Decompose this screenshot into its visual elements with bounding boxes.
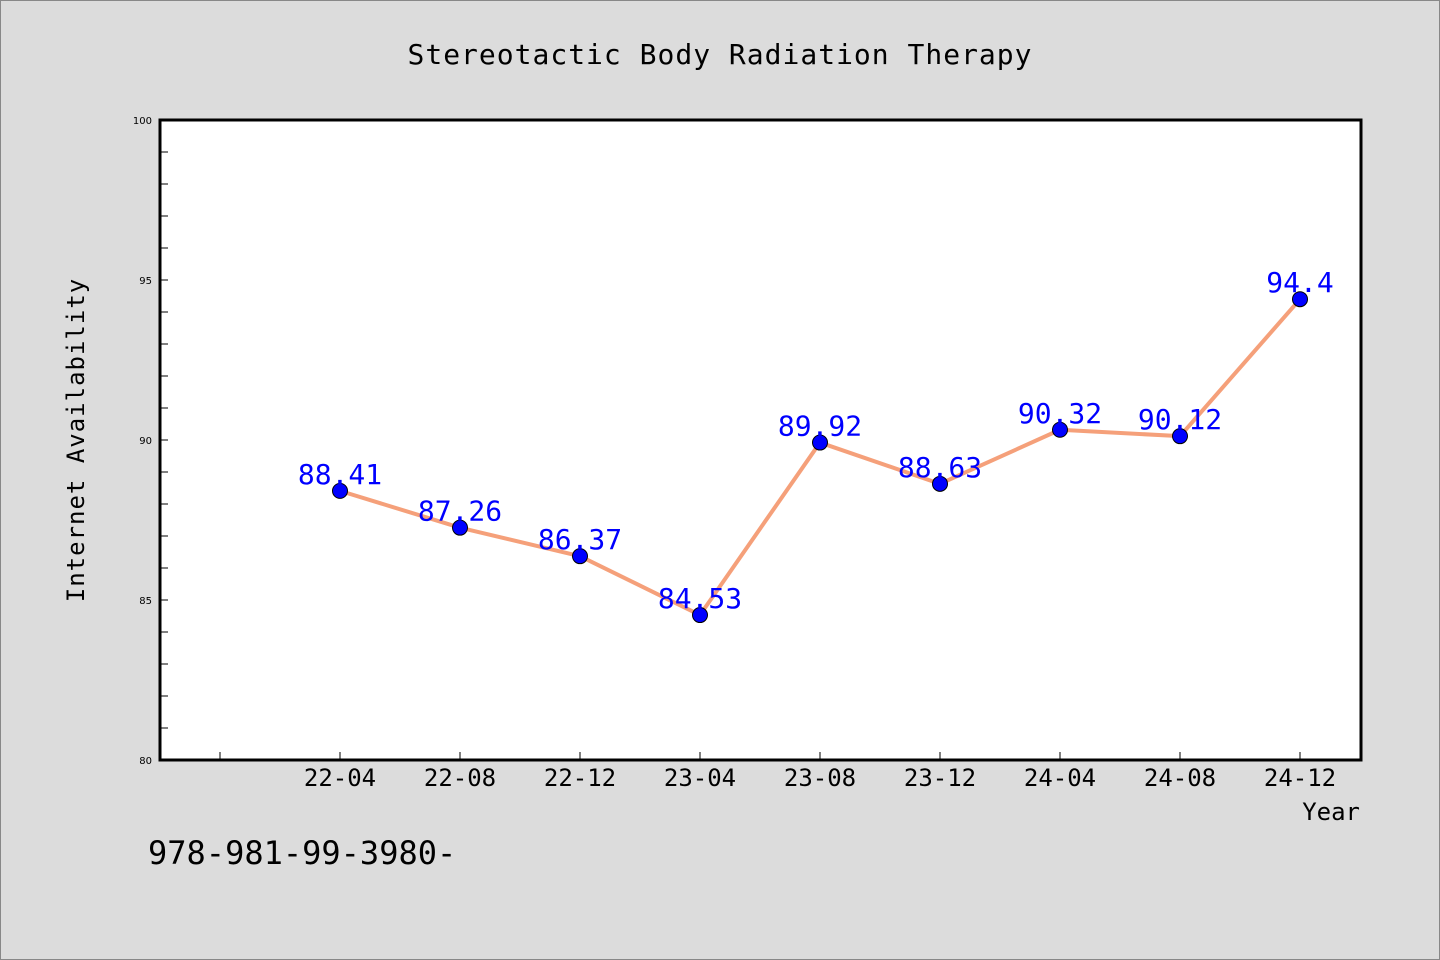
footer-code: 978-981-99-3980- (148, 834, 456, 872)
data-label: 89.92 (778, 410, 862, 443)
x-tick-label: 23-04 (664, 764, 736, 792)
y-tick-label: 100 (133, 116, 152, 127)
x-tick-label: 22-08 (424, 764, 496, 792)
y-axis: 80 85 90 95 100 (133, 116, 168, 767)
x-tick-label: 24-08 (1144, 764, 1216, 792)
x-axis-label: Year (1302, 798, 1360, 826)
x-tick-label: 23-08 (784, 764, 856, 792)
data-point (932, 475, 948, 492)
y-tick-label: 90 (139, 436, 152, 447)
x-axis: 22-04 22-08 22-12 23-04 23-08 23-12 24-04 24-08… (219, 752, 1336, 792)
y-axis-label: Internet Availability (62, 278, 90, 602)
x-tick-label: 22-12 (544, 764, 616, 792)
data-point (1172, 428, 1188, 445)
data-point (572, 548, 588, 565)
plot-area (158, 118, 1363, 762)
data-points (332, 291, 1308, 624)
x-tick-label: 24-12 (1264, 764, 1336, 792)
data-labels: 88.41 87.26 86.37 84.53 89.92 88.63 90.32 90.12… (298, 266, 1334, 615)
chart-title: Stereotactic Body Radiation Therapy (407, 38, 1032, 71)
data-point (1052, 421, 1068, 438)
data-point (1292, 291, 1308, 308)
x-tick-label: 22-04 (304, 764, 376, 792)
data-point (812, 434, 828, 451)
data-point (332, 482, 348, 499)
data-label: 90.32 (1018, 397, 1102, 430)
data-label: 90.12 (1138, 403, 1222, 436)
data-label: 94.4 (1266, 266, 1333, 299)
data-label: 86.37 (538, 523, 622, 556)
data-point (692, 607, 708, 624)
y-tick-label: 85 (139, 596, 152, 607)
data-label: 84.53 (658, 582, 742, 615)
data-label: 88.63 (898, 451, 982, 484)
data-label: 87.26 (418, 495, 502, 528)
data-label: 88.41 (298, 458, 382, 491)
x-tick-label: 24-04 (1024, 764, 1096, 792)
y-tick-label: 95 (139, 276, 152, 287)
data-point (452, 519, 468, 536)
y-tick-label: 80 (139, 756, 152, 767)
x-tick-label: 23-12 (904, 764, 976, 792)
